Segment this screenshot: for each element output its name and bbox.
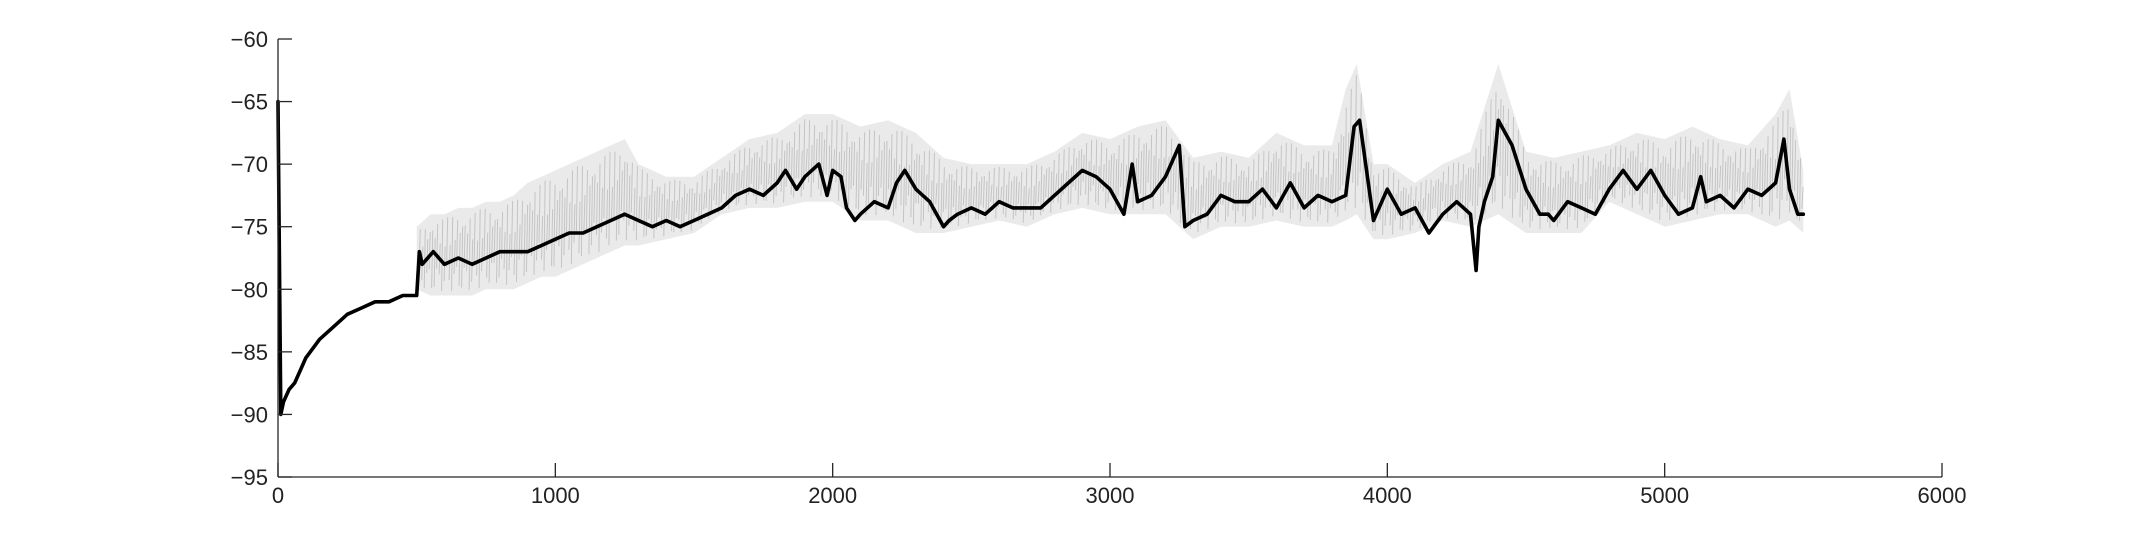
raw-signal-band xyxy=(416,64,1804,296)
x-tick-label: 2000 xyxy=(808,483,857,508)
y-tick-label: −80 xyxy=(231,277,268,302)
y-tick-label: −70 xyxy=(231,152,268,177)
x-tick-label: 6000 xyxy=(1918,483,1967,508)
x-tick-label: 3000 xyxy=(1086,483,1135,508)
y-tick-label: −65 xyxy=(231,90,268,115)
y-tick-label: −75 xyxy=(231,215,268,240)
smoothed-signal-line xyxy=(276,99,1806,417)
y-tick-label: −85 xyxy=(231,340,268,365)
y-axis-ticks: −60 −65 −70 −75 −80 −85 −90 −95 xyxy=(231,27,292,490)
x-tick-label: 5000 xyxy=(1640,483,1689,508)
x-tick-label: 0 xyxy=(272,483,284,508)
smoothed-signal-series xyxy=(276,99,1806,417)
x-tick-label: 4000 xyxy=(1363,483,1412,508)
y-tick-label: −90 xyxy=(231,402,268,427)
x-axis-ticks: 0 1000 2000 3000 4000 5000 6000 xyxy=(272,463,1967,508)
raw-envelope xyxy=(416,64,1804,296)
x-tick-label: 1000 xyxy=(531,483,580,508)
y-tick-label: −60 xyxy=(231,27,268,52)
y-tick-label: −95 xyxy=(231,465,268,490)
